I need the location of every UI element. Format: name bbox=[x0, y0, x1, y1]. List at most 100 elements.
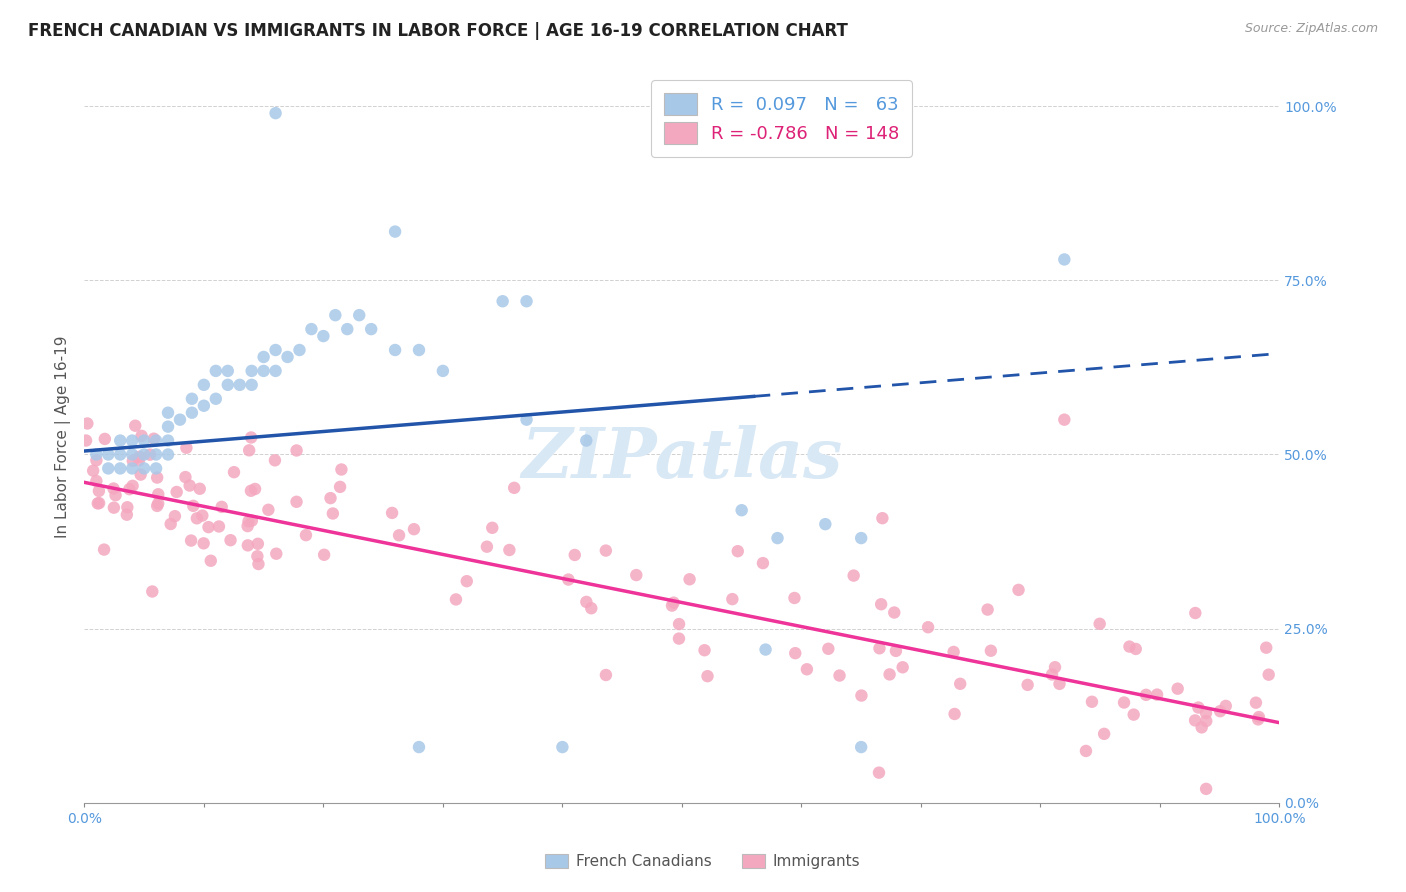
Point bbox=[229, 377, 252, 392]
Point bbox=[257, 503, 280, 517]
Point bbox=[128, 453, 150, 467]
Point bbox=[336, 322, 359, 336]
Point bbox=[828, 668, 851, 682]
Point bbox=[384, 225, 406, 239]
Point bbox=[1135, 688, 1157, 702]
Point bbox=[121, 479, 143, 493]
Point bbox=[575, 595, 598, 609]
Point bbox=[76, 417, 98, 431]
Point bbox=[1191, 720, 1213, 734]
Point bbox=[285, 443, 308, 458]
Point bbox=[1209, 704, 1232, 718]
Point bbox=[1053, 252, 1076, 267]
Point bbox=[264, 343, 287, 357]
Point bbox=[217, 364, 239, 378]
Point bbox=[842, 568, 865, 582]
Point bbox=[87, 483, 110, 498]
Point bbox=[943, 706, 966, 721]
Point bbox=[721, 592, 744, 607]
Point bbox=[1053, 412, 1076, 426]
Point bbox=[264, 106, 287, 120]
Point bbox=[181, 392, 204, 406]
Point bbox=[128, 450, 150, 464]
Point bbox=[1184, 606, 1206, 620]
Point bbox=[145, 461, 167, 475]
Point bbox=[312, 329, 335, 343]
Point bbox=[139, 448, 162, 462]
Point bbox=[103, 500, 125, 515]
Point bbox=[240, 377, 263, 392]
Point bbox=[498, 543, 520, 558]
Point bbox=[1092, 727, 1115, 741]
Point bbox=[557, 573, 579, 587]
Point bbox=[1088, 616, 1111, 631]
Point bbox=[87, 496, 110, 510]
Point bbox=[481, 521, 503, 535]
Point bbox=[121, 448, 143, 462]
Point bbox=[104, 488, 127, 502]
Point bbox=[246, 537, 269, 551]
Point bbox=[325, 308, 347, 322]
Point bbox=[246, 549, 269, 564]
Point bbox=[87, 496, 110, 510]
Point bbox=[118, 482, 141, 496]
Point bbox=[117, 500, 139, 515]
Point bbox=[1118, 640, 1140, 654]
Point bbox=[253, 350, 276, 364]
Point bbox=[817, 641, 839, 656]
Point bbox=[1081, 695, 1104, 709]
Point bbox=[851, 531, 873, 545]
Point bbox=[157, 419, 180, 434]
Point bbox=[132, 434, 156, 448]
Point bbox=[696, 669, 718, 683]
Point bbox=[121, 434, 143, 448]
Point bbox=[408, 740, 430, 755]
Point bbox=[93, 542, 115, 557]
Point bbox=[731, 503, 754, 517]
Text: ZIPatlas: ZIPatlas bbox=[522, 425, 842, 492]
Point bbox=[662, 596, 685, 610]
Point bbox=[211, 500, 233, 514]
Point bbox=[264, 453, 287, 467]
Point bbox=[879, 667, 901, 681]
Point bbox=[516, 412, 538, 426]
Point bbox=[166, 485, 188, 500]
Point bbox=[253, 364, 276, 378]
Point bbox=[148, 496, 170, 510]
Point bbox=[381, 506, 404, 520]
Point bbox=[1247, 710, 1270, 724]
Point bbox=[208, 519, 231, 533]
Point bbox=[75, 434, 97, 448]
Point bbox=[1146, 688, 1168, 702]
Point bbox=[456, 574, 478, 589]
Point bbox=[755, 642, 778, 657]
Point bbox=[132, 448, 156, 462]
Point bbox=[236, 519, 259, 533]
Point bbox=[238, 514, 260, 528]
Point bbox=[693, 643, 716, 657]
Point bbox=[444, 592, 467, 607]
Point bbox=[796, 662, 818, 676]
Point bbox=[181, 499, 204, 513]
Point bbox=[131, 429, 153, 443]
Point bbox=[942, 645, 965, 659]
Point bbox=[115, 508, 138, 522]
Point bbox=[277, 350, 299, 364]
Point bbox=[217, 377, 239, 392]
Point bbox=[174, 470, 197, 484]
Point bbox=[97, 448, 120, 462]
Point bbox=[1247, 713, 1270, 727]
Point bbox=[668, 632, 690, 646]
Point bbox=[814, 517, 837, 532]
Point bbox=[976, 602, 998, 616]
Point bbox=[157, 434, 180, 448]
Point bbox=[193, 377, 215, 392]
Point bbox=[163, 509, 186, 524]
Point bbox=[193, 536, 215, 550]
Point bbox=[595, 543, 617, 558]
Point bbox=[240, 430, 263, 444]
Point bbox=[157, 448, 180, 462]
Point bbox=[285, 495, 308, 509]
Y-axis label: In Labor Force | Age 16-19: In Labor Force | Age 16-19 bbox=[55, 335, 72, 539]
Point bbox=[384, 343, 406, 357]
